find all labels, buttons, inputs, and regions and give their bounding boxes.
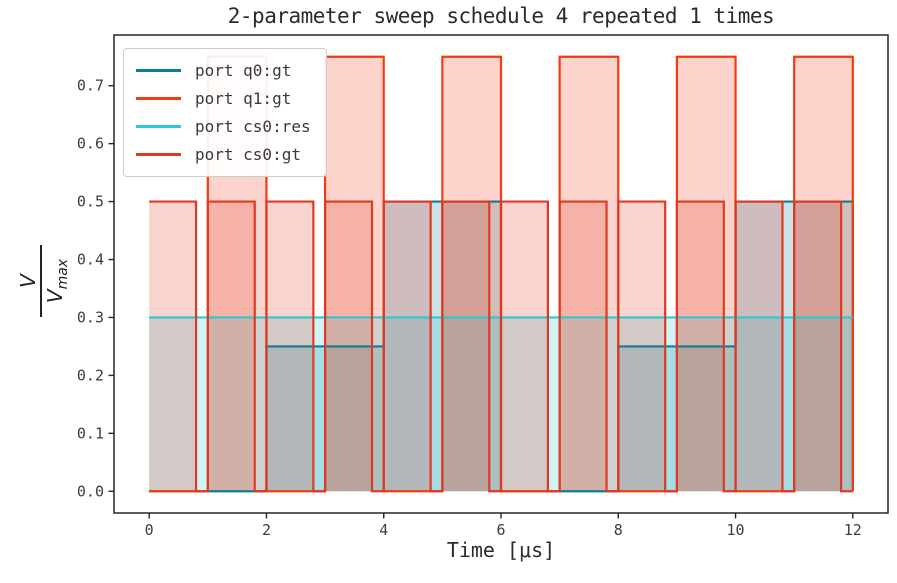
chart-title: 2-parameter sweep schedule 4 repeated 1 …	[227, 4, 775, 28]
legend-item-q0-gt: port q0:gt	[136, 61, 314, 80]
x-axis-label: Time [μs]	[446, 538, 556, 562]
x-tick-label-10: 10	[727, 521, 745, 539]
y-tick-label-0.6: 0.6	[77, 135, 104, 153]
y-tick-label-0.4: 0.4	[77, 251, 104, 269]
y-tick-label-0.7: 0.7	[77, 77, 104, 95]
legend-label-q1-gt: port q1:gt	[195, 89, 292, 109]
legend-swatch-q0-gt	[136, 69, 181, 73]
x-tick-label-4: 4	[379, 521, 388, 539]
legend-swatch-cs0-res	[136, 124, 181, 128]
y-axis-label: V Vmax	[16, 245, 75, 317]
y-tick-label-0.2: 0.2	[77, 366, 104, 384]
legend-item-cs0-res: port cs0:res	[136, 117, 314, 136]
y-axis-label-denominator: Vmax	[43, 245, 75, 317]
y-tick-label-0.3: 0.3	[77, 308, 104, 326]
y-tick-label-0.0: 0.0	[77, 482, 104, 500]
legend-swatch-cs0-gt	[136, 152, 181, 156]
legend-label-cs0-gt: port cs0:gt	[195, 144, 301, 164]
y-axis-label-numerator: V	[16, 274, 40, 288]
legend-item-q1-gt: port q1:gt	[136, 89, 314, 108]
legend-item-cs0-gt: port cs0:gt	[136, 145, 314, 164]
legend-label-q0-gt: port q0:gt	[195, 61, 292, 81]
denominator-subscript: max	[55, 258, 71, 290]
legend-swatch-q1-gt	[136, 97, 181, 101]
y-tick-label-0.5: 0.5	[77, 193, 104, 211]
denominator-symbol: V	[43, 289, 67, 304]
y-tick-label-0.1: 0.1	[77, 424, 104, 442]
fraction-bar	[40, 245, 42, 317]
legend-label-cs0-res: port cs0:res	[195, 116, 311, 136]
x-tick-label-2: 2	[262, 521, 271, 539]
x-tick-label-6: 6	[496, 521, 505, 539]
x-tick-label-8: 8	[614, 521, 623, 539]
x-tick-label-12: 12	[844, 521, 862, 539]
x-tick-label-0: 0	[145, 521, 154, 539]
series-line-port-cs0-gt	[149, 200, 853, 493]
legend: port q0:gt port q1:gt port cs0:res port …	[123, 48, 327, 177]
